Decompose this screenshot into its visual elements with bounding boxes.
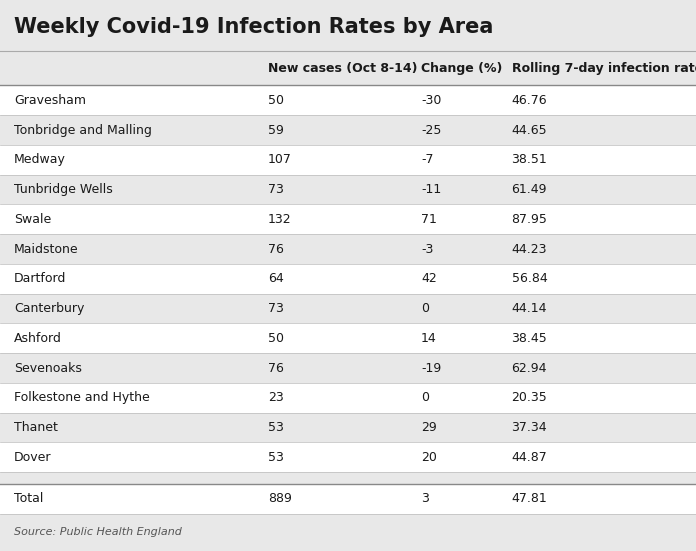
Text: Swale: Swale <box>14 213 52 226</box>
Text: 132: 132 <box>268 213 292 226</box>
Text: 64: 64 <box>268 272 284 285</box>
Text: 3: 3 <box>421 493 429 505</box>
FancyBboxPatch shape <box>0 204 696 234</box>
Text: Gravesham: Gravesham <box>14 94 86 107</box>
Text: New cases (Oct 8-14): New cases (Oct 8-14) <box>268 62 418 75</box>
Text: 46.76: 46.76 <box>512 94 547 107</box>
Text: Source: Public Health England: Source: Public Health England <box>14 527 182 537</box>
FancyBboxPatch shape <box>0 484 696 514</box>
Text: 56.84: 56.84 <box>512 272 547 285</box>
FancyBboxPatch shape <box>0 175 696 204</box>
Text: Thanet: Thanet <box>14 421 58 434</box>
Text: 76: 76 <box>268 242 284 256</box>
Text: Tonbridge and Malling: Tonbridge and Malling <box>14 123 152 137</box>
Text: 889: 889 <box>268 493 292 505</box>
Text: 62.94: 62.94 <box>512 361 547 375</box>
Text: Total: Total <box>14 493 43 505</box>
Text: 38.45: 38.45 <box>512 332 547 345</box>
FancyBboxPatch shape <box>0 234 696 264</box>
Text: 23: 23 <box>268 391 284 404</box>
Text: 44.23: 44.23 <box>512 242 547 256</box>
Text: -25: -25 <box>421 123 441 137</box>
Text: 50: 50 <box>268 332 284 345</box>
Text: 37.34: 37.34 <box>512 421 547 434</box>
FancyBboxPatch shape <box>0 145 696 175</box>
Text: 20: 20 <box>421 451 437 464</box>
FancyBboxPatch shape <box>0 51 696 85</box>
Text: Ashford: Ashford <box>14 332 62 345</box>
Text: 20.35: 20.35 <box>512 391 547 404</box>
Text: Weekly Covid-19 Infection Rates by Area: Weekly Covid-19 Infection Rates by Area <box>14 17 493 36</box>
Text: Tunbridge Wells: Tunbridge Wells <box>14 183 113 196</box>
Text: 59: 59 <box>268 123 284 137</box>
Text: -11: -11 <box>421 183 441 196</box>
Text: Folkestone and Hythe: Folkestone and Hythe <box>14 391 150 404</box>
Text: 76: 76 <box>268 361 284 375</box>
Text: Sevenoaks: Sevenoaks <box>14 361 82 375</box>
Text: Maidstone: Maidstone <box>14 242 79 256</box>
Text: 53: 53 <box>268 421 284 434</box>
Text: 38.51: 38.51 <box>512 153 547 166</box>
Text: 14: 14 <box>421 332 437 345</box>
Text: 0: 0 <box>421 391 429 404</box>
Text: -3: -3 <box>421 242 434 256</box>
FancyBboxPatch shape <box>0 442 696 472</box>
Text: -7: -7 <box>421 153 434 166</box>
Text: 0: 0 <box>421 302 429 315</box>
Text: 53: 53 <box>268 451 284 464</box>
Text: 50: 50 <box>268 94 284 107</box>
Text: -30: -30 <box>421 94 441 107</box>
Text: 73: 73 <box>268 183 284 196</box>
FancyBboxPatch shape <box>0 294 696 323</box>
FancyBboxPatch shape <box>0 413 696 442</box>
Text: 29: 29 <box>421 421 437 434</box>
Text: 44.87: 44.87 <box>512 451 547 464</box>
FancyBboxPatch shape <box>0 353 696 383</box>
Text: 73: 73 <box>268 302 284 315</box>
FancyBboxPatch shape <box>0 85 696 115</box>
Text: Rolling 7-day infection rate: Rolling 7-day infection rate <box>512 62 696 75</box>
FancyBboxPatch shape <box>0 264 696 294</box>
FancyBboxPatch shape <box>0 383 696 413</box>
Text: 47.81: 47.81 <box>512 493 547 505</box>
Text: 87.95: 87.95 <box>512 213 548 226</box>
Text: -19: -19 <box>421 361 441 375</box>
FancyBboxPatch shape <box>0 115 696 145</box>
Text: 61.49: 61.49 <box>512 183 547 196</box>
Text: 42: 42 <box>421 272 437 285</box>
Text: Change (%): Change (%) <box>421 62 503 75</box>
Text: Dover: Dover <box>14 451 52 464</box>
Text: 107: 107 <box>268 153 292 166</box>
FancyBboxPatch shape <box>0 323 696 353</box>
Text: 44.14: 44.14 <box>512 302 547 315</box>
Text: Dartford: Dartford <box>14 272 66 285</box>
Text: Canterbury: Canterbury <box>14 302 84 315</box>
Text: Medway: Medway <box>14 153 66 166</box>
Text: 44.65: 44.65 <box>512 123 547 137</box>
Text: 71: 71 <box>421 213 437 226</box>
